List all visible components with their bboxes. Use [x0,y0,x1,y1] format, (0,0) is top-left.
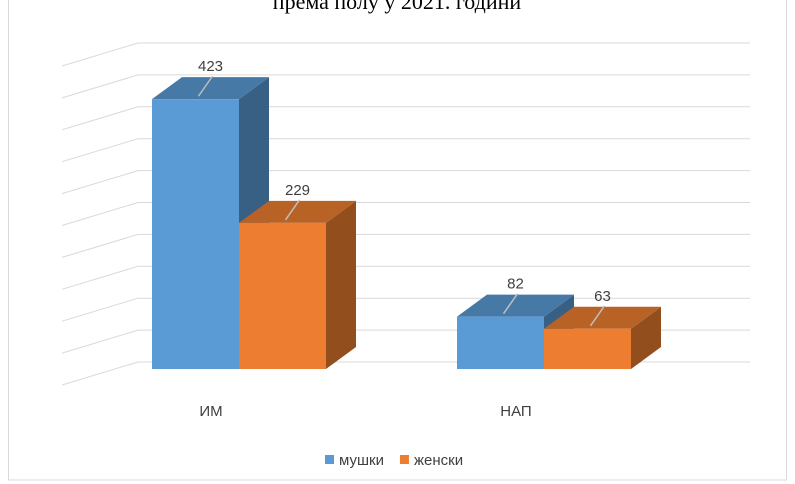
bar-side [631,306,661,369]
bar [457,294,574,369]
label-leader [284,199,301,221]
bar [239,200,356,369]
data-label: 423 [198,58,223,75]
grid-line [61,233,750,258]
grid-line [61,138,750,163]
bar-front [544,328,631,369]
grid-line [61,170,750,195]
legend-label: женски [414,452,463,469]
legend-swatch [399,455,409,464]
data-label: 82 [507,276,524,293]
grid-line [61,106,750,131]
bar-top [457,294,574,317]
bar-top [239,200,356,223]
bar [544,306,661,369]
bar-front [152,99,239,369]
bar-front [239,222,326,369]
chart-frame [8,0,787,481]
bar-top [152,77,269,100]
x-tick-label: ИМ [199,403,222,420]
grid-line [61,42,750,67]
grid-line [61,265,750,290]
chart-title: према полу у 2021. години [273,0,522,14]
label-leader [197,75,214,97]
data-label: 63 [594,288,611,305]
data-label: 229 [285,182,310,199]
x-tick-label: НАП [500,403,531,420]
bar-front [457,316,544,369]
legend-label: мушки [339,452,384,469]
grid-line [61,202,750,226]
label-leader [502,293,519,315]
legend-swatch [325,455,334,464]
grid-line [61,74,750,99]
bar-top [544,306,661,329]
bar-side [326,200,356,369]
label-leader [589,305,606,327]
